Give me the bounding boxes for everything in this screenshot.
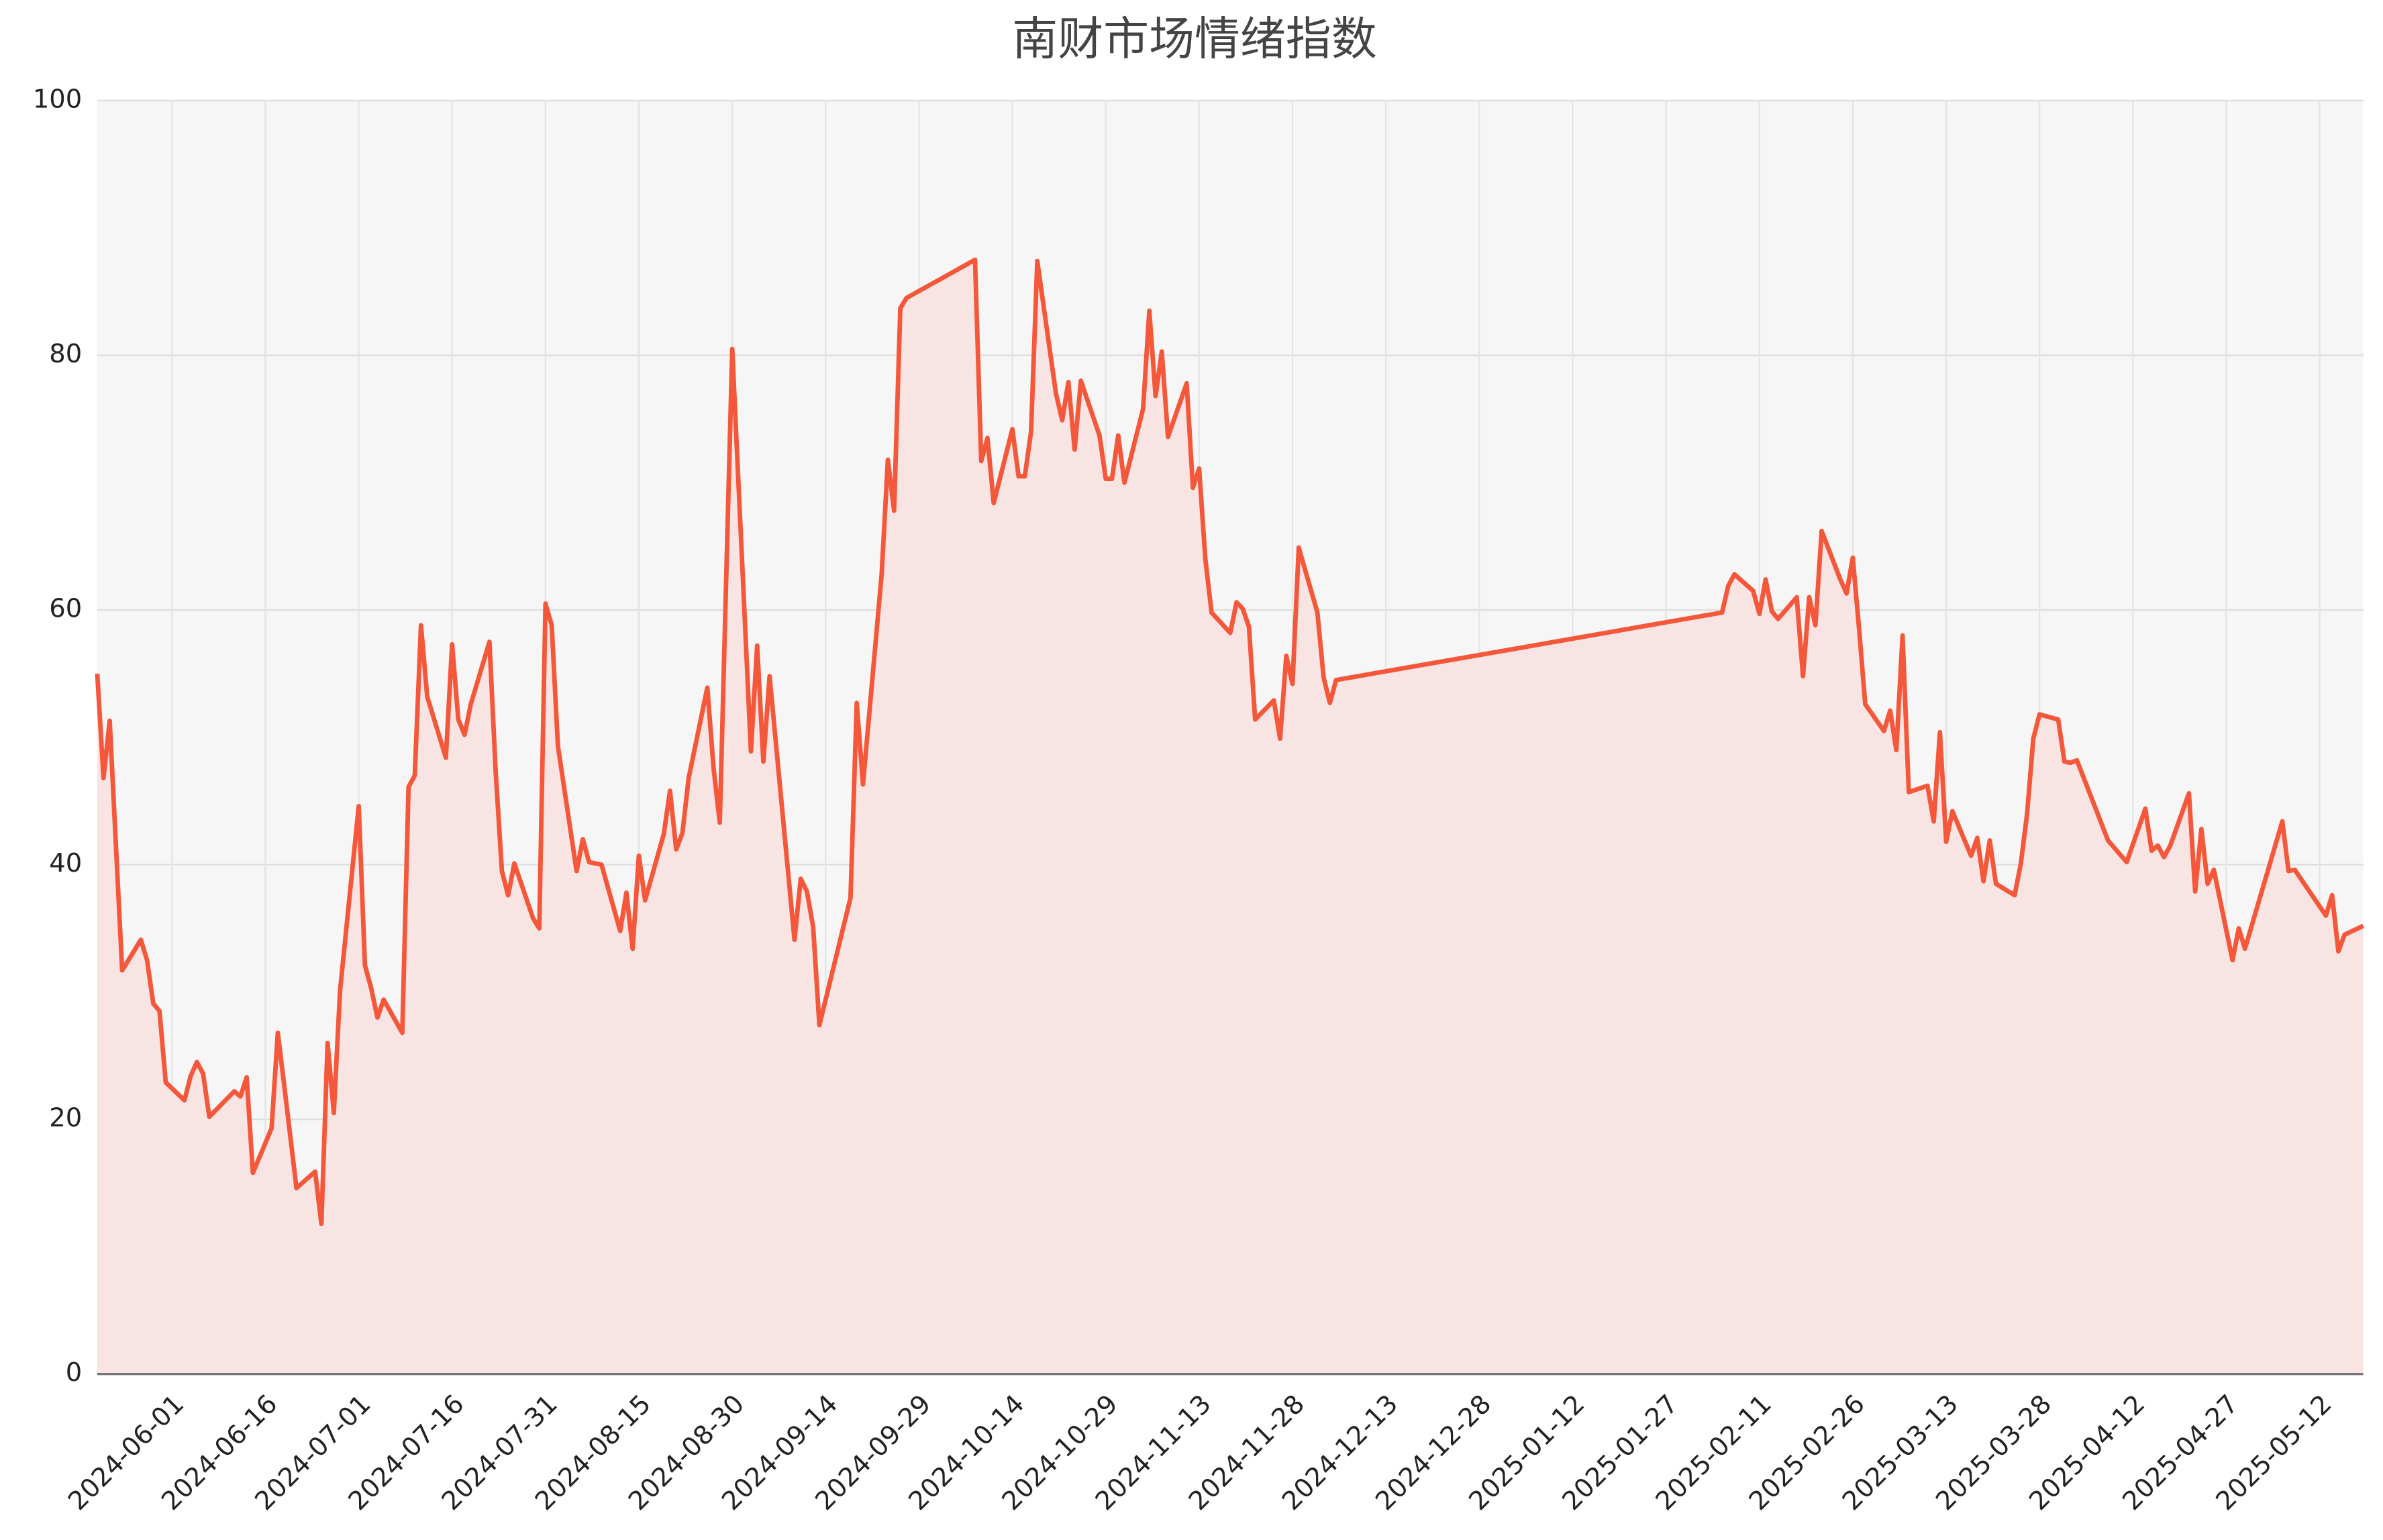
y-tick-label: 60 — [49, 594, 82, 624]
chart-title: 南财市场情绪指数 — [1012, 13, 1377, 66]
y-tick-label: 40 — [49, 848, 82, 878]
area-fill — [97, 260, 2364, 1374]
y-tick-label: 20 — [49, 1103, 82, 1133]
line — [95, 257, 2365, 1227]
y-tick-label: 0 — [66, 1357, 82, 1388]
y-tick-label: 80 — [49, 339, 82, 369]
y-tick-label: 100 — [33, 84, 82, 114]
